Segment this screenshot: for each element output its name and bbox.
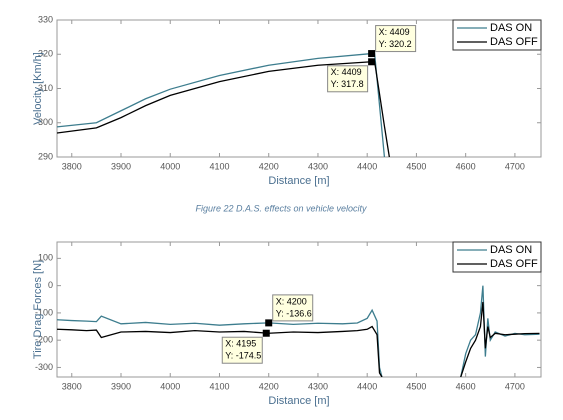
caption: Figure 22 D.A.S. effects on vehicle velo… xyxy=(195,203,367,213)
x-tick-label: 4100 xyxy=(209,161,229,171)
x-tick-label: 4000 xyxy=(160,161,180,171)
series-line xyxy=(57,60,390,157)
x-tick-label: 4700 xyxy=(505,161,525,171)
x-tick-label: 4200 xyxy=(259,381,279,391)
x-tick-label: 4400 xyxy=(357,161,377,171)
x-tick-label: 4300 xyxy=(308,161,328,171)
datatip-text: Y: 317.8 xyxy=(331,79,364,89)
series-line xyxy=(57,301,540,377)
x-axis-label: Distance [m] xyxy=(268,175,329,187)
x-tick-label: 3800 xyxy=(62,161,82,171)
x-tick-label: 4300 xyxy=(308,381,328,391)
x-tick-label: 4100 xyxy=(209,381,229,391)
datatip-box xyxy=(272,294,314,322)
y-tick-label: 300 xyxy=(38,117,53,127)
legend-label: DAS OFF xyxy=(490,258,538,270)
legend-label: DAS ON xyxy=(490,22,532,34)
plot-lines xyxy=(57,285,540,377)
y-tick-label: 290 xyxy=(38,151,53,161)
x-tick-label: 4200 xyxy=(259,161,279,171)
datatip-text: Y: -136.6 xyxy=(276,308,312,318)
datatip-text: X: 4409 xyxy=(379,27,410,37)
datatip-text: X: 4409 xyxy=(331,67,362,77)
x-axis-label: Distance [m] xyxy=(268,395,329,407)
datatip-text: X: 4200 xyxy=(276,296,307,306)
x-tick-label: 4400 xyxy=(357,381,377,391)
legend-label: DAS OFF xyxy=(490,36,538,48)
legend-label: DAS ON xyxy=(490,244,532,256)
y-axis-label: Tire Drag Forces [N] xyxy=(32,260,44,359)
y-tick-label: -200 xyxy=(35,335,53,345)
x-tick-label: 4000 xyxy=(160,381,180,391)
legend-box xyxy=(452,19,542,51)
datatip-text: X: 4195 xyxy=(225,339,256,349)
datatip-marker xyxy=(265,319,273,327)
y-tick-label: 310 xyxy=(38,83,53,93)
datatip-box xyxy=(375,25,417,53)
y-axis-label: Velocity [Km/h] xyxy=(32,52,44,125)
x-tick-label: 3900 xyxy=(111,381,131,391)
datatip-box xyxy=(327,65,369,93)
y-tick-label: -100 xyxy=(35,307,53,317)
x-tick-label: 3900 xyxy=(111,161,131,171)
datatip-marker xyxy=(262,329,270,337)
x-tick-label: 3800 xyxy=(62,381,82,391)
y-tick-label: 330 xyxy=(38,14,53,24)
datatip-marker xyxy=(368,50,376,58)
y-tick-label: -300 xyxy=(35,362,53,372)
y-tick-label: 320 xyxy=(38,49,53,59)
x-tick-label: 4600 xyxy=(456,381,476,391)
x-tick-label: 4700 xyxy=(505,381,525,391)
datatip-box xyxy=(221,336,263,364)
y-tick-label: 100 xyxy=(38,253,53,263)
legend-box xyxy=(452,241,542,273)
x-tick-label: 4500 xyxy=(406,381,426,391)
x-tick-label: 4500 xyxy=(406,161,426,171)
x-tick-label: 4600 xyxy=(456,161,476,171)
datatip-marker xyxy=(368,58,376,66)
datatip-text: Y: -174.5 xyxy=(225,351,261,361)
y-tick-label: 0 xyxy=(48,280,53,290)
datatip-text: Y: 320.2 xyxy=(379,39,412,49)
